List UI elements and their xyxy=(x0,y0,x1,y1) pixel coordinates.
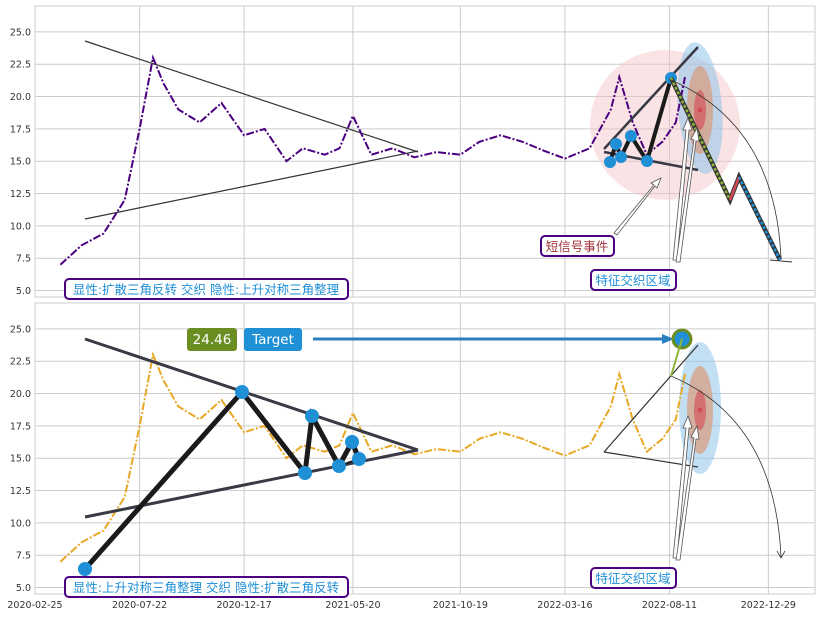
bottom-pattern-point xyxy=(298,466,312,480)
y-tick-label: 10.0 xyxy=(10,221,31,232)
top-pattern xyxy=(603,46,793,263)
y-tick-label: 7.5 xyxy=(16,551,31,562)
bottom-pattern-label: 显性:上升对称三角整理 交织 隐性:扩散三角反转 xyxy=(73,580,339,595)
top-projection-red xyxy=(728,176,741,201)
top-price-series xyxy=(59,54,686,266)
bottom-pattern-point xyxy=(345,435,359,449)
top-projection-green xyxy=(669,77,732,201)
x-tick-label: 2020-02-25 xyxy=(7,600,62,611)
top-zone-arrow-1 xyxy=(672,116,693,261)
top-zone-label: 特征交织区域 xyxy=(595,273,670,288)
bottom-pattern-point xyxy=(78,562,92,576)
signal-label-box: 短信号事件 xyxy=(540,235,615,257)
bottom-zone-center-dot xyxy=(697,407,703,413)
top-zone-center-dot xyxy=(697,107,703,113)
y-tick-label: 10.0 xyxy=(10,518,31,529)
top-pattern-point xyxy=(625,130,637,142)
x-tick-label: 2020-07-22 xyxy=(112,600,167,611)
y-tick-label: 5.0 xyxy=(16,583,31,594)
bottom-y-tick-labels: 5.0 7.5 10.0 12.5 15.0 17.5 20.0 22.5 25.0 xyxy=(10,324,31,594)
top-projection-blue xyxy=(737,176,782,261)
y-tick-label: 20.0 xyxy=(10,92,31,103)
top-pattern-point xyxy=(641,155,653,167)
top-pattern-upper-line xyxy=(603,46,699,150)
bottom-curve-arrow-head xyxy=(776,550,786,559)
x-tick-label: 2022-03-16 xyxy=(537,600,592,611)
top-pattern-label-box: 显性:扩散三角反转 交织 隐性:上升对称三角整理 xyxy=(64,278,349,300)
top-zone-arrow-2 xyxy=(675,126,700,263)
bottom-pattern xyxy=(78,337,786,576)
top-pattern-point xyxy=(610,138,622,150)
top-arrows xyxy=(613,116,700,263)
bottom-pattern-label-box: 显性:上升对称三角整理 交织 隐性:扩散三角反转 xyxy=(64,576,349,598)
y-tick-label: 22.5 xyxy=(10,357,31,368)
x-tick-label: 2021-05-20 xyxy=(325,600,380,611)
y-tick-label: 15.0 xyxy=(10,157,31,168)
y-tick-label: 15.0 xyxy=(10,454,31,465)
bottom-zone-label: 特征交织区域 xyxy=(595,571,670,586)
bottom-zone-label-box: 特征交织区域 xyxy=(590,567,677,589)
x-tick-label: 2021-10-19 xyxy=(433,600,488,611)
y-tick-label: 25.0 xyxy=(10,27,31,38)
y-tick-label: 17.5 xyxy=(10,124,31,135)
bottom-pattern-point xyxy=(235,385,249,399)
signal-label: 短信号事件 xyxy=(546,239,609,254)
target-badge-text: Target xyxy=(251,332,294,348)
target-badge: Target xyxy=(244,328,302,351)
top-pattern-label: 显性:扩散三角反转 交织 隐性:上升对称三角整理 xyxy=(73,282,340,297)
bottom-curve-arrow xyxy=(670,375,782,558)
y-tick-label: 17.5 xyxy=(10,421,31,432)
value-badge-text: 24.46 xyxy=(193,332,232,348)
x-tick-labels: 2020-02-25 2020-07-22 2020-12-17 2021-05-20… xyxy=(7,600,796,611)
bottom-price-series xyxy=(59,351,686,563)
y-tick-label: 5.0 xyxy=(16,286,31,297)
bottom-zone-arrow-1 xyxy=(672,414,693,559)
y-tick-label: 7.5 xyxy=(16,254,31,265)
y-tick-label: 12.5 xyxy=(10,189,31,200)
value-badge: 24.46 xyxy=(187,328,237,351)
top-upper-trendline xyxy=(84,40,419,153)
target-arrow-head xyxy=(662,334,674,344)
bottom-zone-arrow-2 xyxy=(675,424,700,561)
top-pattern-point xyxy=(615,151,627,163)
x-tick-label: 2020-12-17 xyxy=(217,600,272,611)
top-zone-label-box: 特征交织区域 xyxy=(590,269,677,291)
y-tick-label: 20.0 xyxy=(10,389,31,400)
x-tick-label: 2022-08-11 xyxy=(642,600,697,611)
y-tick-label: 12.5 xyxy=(10,486,31,497)
bottom-pattern-point xyxy=(352,452,366,466)
top-projection-end-tick xyxy=(769,259,793,263)
bottom-upper-trendline xyxy=(84,337,419,452)
signal-arrow xyxy=(613,177,662,236)
bottom-arrows xyxy=(672,414,700,561)
top-pattern-point xyxy=(604,156,616,168)
target-marker xyxy=(313,328,693,377)
target-link xyxy=(670,338,683,377)
top-y-tick-labels: 5.0 7.5 10.0 12.5 15.0 17.5 20.0 22.5 25.0 xyxy=(10,27,31,297)
y-tick-label: 25.0 xyxy=(10,324,31,335)
bottom-small-upper-line xyxy=(603,344,699,453)
top-lower-trendline xyxy=(84,150,419,220)
bottom-pattern-point xyxy=(332,459,346,473)
y-tick-label: 22.5 xyxy=(10,60,31,71)
top-zone-decor xyxy=(590,42,740,200)
top-curve-arrow xyxy=(670,79,782,259)
x-tick-label: 2022-12-29 xyxy=(741,600,796,611)
bottom-pattern-point xyxy=(305,409,319,423)
